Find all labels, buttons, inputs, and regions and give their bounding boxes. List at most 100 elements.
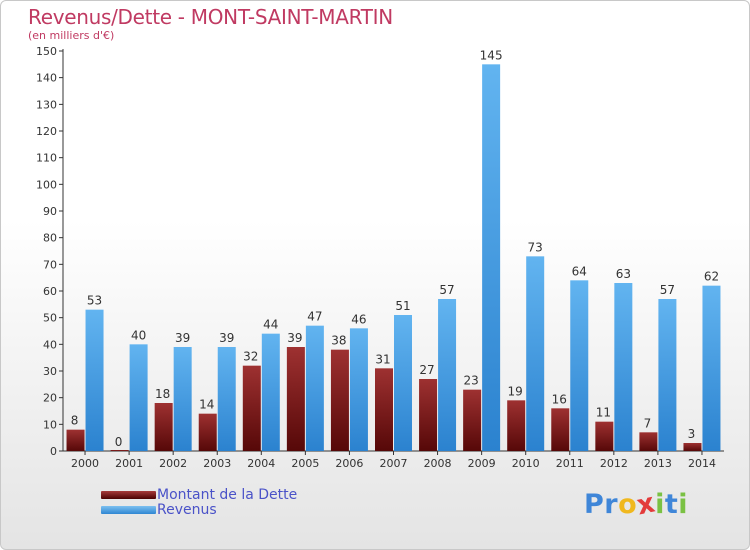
y-tick-label: 120: [36, 125, 57, 138]
bar-dette: [507, 400, 526, 451]
bar-revenus: [438, 299, 457, 451]
bar-dette: [551, 408, 570, 451]
data-label-revenus: 53: [87, 294, 102, 308]
bar-dette: [419, 379, 438, 451]
y-tick-label: 50: [43, 312, 57, 325]
x-tick-label: 2007: [380, 457, 408, 470]
bar-dette: [66, 429, 85, 451]
bar-revenus: [482, 64, 501, 452]
logo-letter: t: [664, 489, 679, 520]
y-tick-label: 140: [36, 72, 57, 85]
data-label-revenus: 39: [219, 331, 234, 345]
x-tick-label: 2013: [644, 457, 672, 470]
x-tick-label: 2005: [291, 457, 319, 470]
x-tick-label: 2000: [71, 457, 99, 470]
bar-revenus: [217, 347, 236, 451]
data-label-revenus: 62: [704, 270, 719, 284]
x-tick-label: 2014: [688, 457, 716, 470]
logo-letter: r: [604, 489, 619, 520]
data-label-revenus: 73: [528, 240, 543, 254]
data-label-dette: 7: [644, 416, 652, 430]
y-tick-label: 110: [36, 152, 57, 165]
x-tick-label: 2009: [468, 457, 496, 470]
bar-dette: [110, 450, 129, 451]
data-label-revenus: 47: [307, 310, 322, 324]
bar-dette: [463, 389, 482, 451]
data-label-dette: 11: [596, 406, 611, 420]
logo-letter: P: [584, 489, 605, 520]
data-label-revenus: 64: [572, 264, 587, 278]
bar-revenus: [305, 325, 324, 451]
data-label-dette: 38: [331, 334, 346, 348]
legend-item-dette: Montant de la Dette: [101, 487, 297, 503]
y-tick-label: 0: [50, 445, 57, 458]
legend-swatch-dette: [101, 491, 156, 499]
logo-letter: i: [655, 489, 665, 520]
x-tick-label: 2011: [556, 457, 584, 470]
bar-dette: [198, 413, 217, 451]
y-tick-label: 80: [43, 232, 57, 245]
data-label-revenus: 51: [395, 299, 410, 313]
data-label-revenus: 57: [660, 283, 675, 297]
bar-revenus: [349, 328, 368, 451]
bar-dette: [242, 365, 261, 451]
y-tick-label: 20: [43, 392, 57, 405]
bar-revenus: [261, 333, 280, 451]
y-tick-label: 60: [43, 285, 57, 298]
data-label-dette: 18: [155, 387, 170, 401]
bar-dette: [639, 432, 658, 451]
y-tick-label: 150: [36, 45, 57, 58]
legend-swatch-revenus: [101, 506, 156, 514]
bar-dette: [683, 443, 702, 451]
bar-dette: [375, 368, 393, 451]
legend-item-revenus: Revenus: [101, 502, 217, 518]
data-label-revenus: 40: [131, 328, 146, 342]
y-tick-label: 30: [43, 365, 57, 378]
data-label-dette: 16: [552, 392, 567, 406]
data-label-dette: 3: [688, 427, 696, 441]
legend-label-revenus: Revenus: [157, 502, 217, 518]
bar-revenus: [658, 299, 677, 451]
bar-dette: [330, 349, 349, 451]
x-tick-label: 2003: [203, 457, 231, 470]
bar-revenus: [526, 256, 545, 451]
bar-revenus: [394, 315, 412, 451]
bar-revenus: [614, 283, 633, 451]
x-tick-label: 2008: [424, 457, 452, 470]
legend-label-dette: Montant de la Dette: [157, 487, 298, 503]
bar-revenus: [173, 347, 192, 451]
logo-letter: i: [678, 489, 689, 520]
data-label-revenus: 44: [263, 318, 278, 332]
data-label-dette: 27: [419, 363, 434, 377]
data-label-dette: 39: [287, 331, 302, 345]
bar-revenus: [702, 285, 721, 451]
data-label-dette: 0: [115, 435, 123, 449]
data-label-dette: 8: [71, 414, 79, 428]
x-tick-label: 2004: [247, 457, 275, 470]
chart-subtitle: (en milliers d'€): [28, 29, 115, 42]
proxiti-logo: Proxiti: [584, 487, 689, 521]
y-tick-label: 70: [43, 258, 57, 271]
data-label-dette: 23: [463, 374, 478, 388]
bar-dette: [154, 403, 173, 451]
x-tick-label: 2006: [335, 457, 363, 470]
x-tick-label: 2012: [600, 457, 628, 470]
y-tick-label: 40: [43, 338, 57, 351]
data-label-revenus: 145: [480, 48, 503, 62]
data-label-dette: 14: [199, 398, 214, 412]
data-label-dette: 19: [508, 384, 523, 398]
data-label-dette: 32: [243, 350, 258, 364]
x-tick-label: 2002: [159, 457, 187, 470]
chart-title: Revenus/Dette - MONT-SAINT-MARTIN: [28, 5, 393, 29]
y-tick-label: 130: [36, 98, 57, 111]
y-tick-label: 100: [36, 178, 57, 191]
logo-letter: o: [618, 489, 638, 520]
data-label-revenus: 39: [175, 331, 190, 345]
data-label-revenus: 63: [616, 267, 631, 281]
y-tick-label: 90: [43, 205, 57, 218]
bar-revenus: [570, 280, 589, 451]
x-tick-label: 2001: [115, 457, 143, 470]
x-tick-label: 2010: [512, 457, 540, 470]
